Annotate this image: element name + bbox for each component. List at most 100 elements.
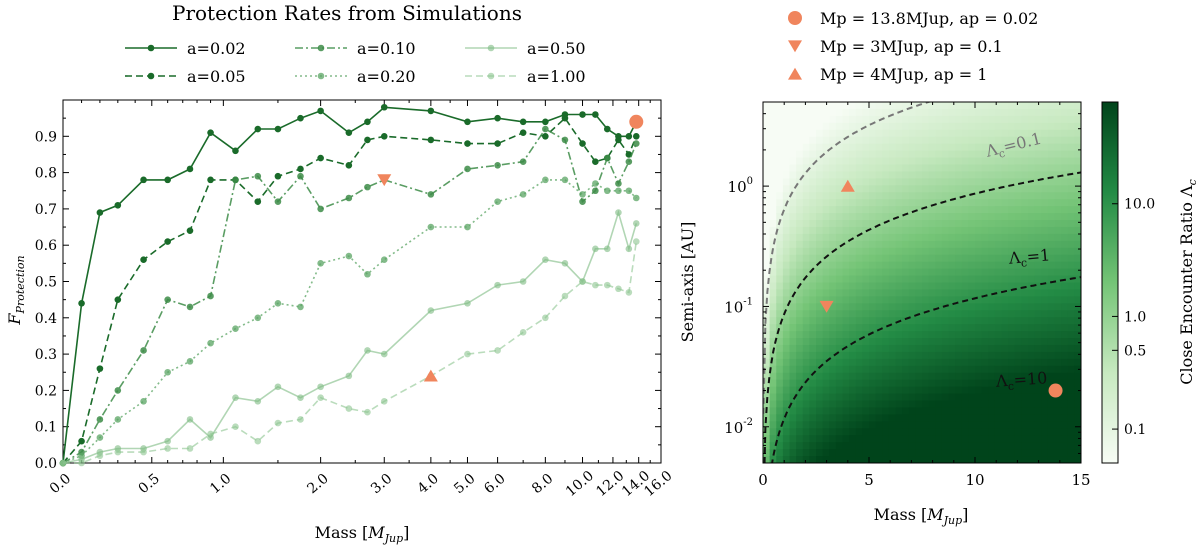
heatmap-cell xyxy=(961,213,969,221)
heatmap-cell xyxy=(948,164,956,173)
heatmap-cell xyxy=(902,122,910,131)
heatmap-cell xyxy=(1034,220,1042,228)
heatmap-cell xyxy=(822,220,830,228)
heatmap-cell xyxy=(842,344,850,353)
heatmap-cell xyxy=(908,143,916,152)
heatmap-cell xyxy=(1014,365,1022,374)
heatmap-cell xyxy=(994,372,1003,381)
series-point-a=0.10 xyxy=(345,194,353,202)
heatmap-cell xyxy=(935,407,943,415)
heatmap-cell xyxy=(763,178,771,186)
heatmap-cell xyxy=(822,358,830,367)
heatmap-cell xyxy=(968,206,976,214)
heatmap-cell xyxy=(1021,442,1029,450)
heatmap-cell xyxy=(1047,324,1056,332)
heatmap-cell xyxy=(935,178,943,186)
heatmap-cell xyxy=(922,157,930,166)
heatmap-cell xyxy=(981,143,989,152)
heatmap-cell xyxy=(849,282,857,291)
heatmap-cell xyxy=(1061,407,1069,415)
heatmap-cell xyxy=(935,143,943,152)
legend-marker-a=0.02 xyxy=(147,44,155,52)
heatmap-cell xyxy=(855,428,863,436)
heatmap-cell xyxy=(1014,213,1022,221)
heatmap-cell xyxy=(935,365,943,374)
heatmap-cell xyxy=(862,240,870,249)
heatmap-cell xyxy=(948,226,956,235)
heatmap-cell xyxy=(888,407,897,415)
heatmap-cell xyxy=(1001,442,1009,450)
heatmap-cell xyxy=(994,317,1003,325)
heatmap-cell xyxy=(915,428,923,436)
heatmap-cell xyxy=(829,233,837,242)
heatmap-cell xyxy=(789,122,797,131)
heatmap-cell xyxy=(855,108,863,117)
heatmap-cell xyxy=(1047,407,1056,415)
left-x-tick-label: 8.0 xyxy=(529,471,556,498)
heatmap-cell xyxy=(908,296,916,304)
heatmap-cell xyxy=(835,442,844,450)
heatmap-cell xyxy=(1028,102,1036,110)
heatmap-cell xyxy=(802,275,810,284)
heatmap-cell xyxy=(968,310,976,318)
heatmap-cell xyxy=(763,358,771,367)
heatmap-cell xyxy=(1034,351,1042,360)
contour-label-value: =1 xyxy=(1026,245,1051,266)
heatmap-cell xyxy=(802,164,810,173)
heatmap-cell xyxy=(975,324,983,332)
heatmap-cell xyxy=(769,220,777,228)
heatmap-cell xyxy=(895,456,903,463)
heatmap-cell xyxy=(908,421,916,429)
heatmap-cell xyxy=(842,206,850,214)
heatmap-cell xyxy=(1034,268,1042,277)
heatmap-cell xyxy=(1047,338,1056,346)
heatmap-cell xyxy=(816,206,824,214)
heatmap-cell xyxy=(902,275,910,284)
heatmap-cell xyxy=(888,456,897,463)
heatmap-cell xyxy=(1001,102,1009,110)
heatmap-cell xyxy=(948,157,956,166)
heatmap-cell xyxy=(1074,247,1081,256)
heatmap-cell xyxy=(928,324,936,332)
heatmap-cell xyxy=(869,108,877,117)
left-plot-frame xyxy=(62,99,662,464)
heatmap-cell xyxy=(796,317,804,325)
heatmap-cell xyxy=(869,206,877,214)
heatmap-cell xyxy=(994,428,1003,436)
heatmap-cell xyxy=(776,338,784,346)
heatmap-cell xyxy=(961,122,969,131)
heatmap-cell xyxy=(789,365,797,374)
heatmap-cell xyxy=(782,115,791,124)
heatmap-cell xyxy=(809,247,817,256)
heatmap-cell xyxy=(869,456,877,463)
heatmap-cell xyxy=(1001,213,1009,221)
legend-marker-a=0.10 xyxy=(317,44,325,52)
heatmap-cell xyxy=(1041,157,1049,166)
heatmap-cell xyxy=(948,192,956,200)
heatmap-cell xyxy=(1014,122,1022,131)
heatmap-cell xyxy=(789,136,797,145)
heatmap-cell xyxy=(981,220,989,228)
heatmap-cell xyxy=(802,358,810,367)
heatmap-cell xyxy=(882,414,890,422)
heatmap-cell xyxy=(855,220,863,228)
heatmap-cell xyxy=(776,157,784,166)
heatmap-cell xyxy=(855,421,863,429)
heatmap-cell xyxy=(842,351,850,360)
heatmap-cell xyxy=(1067,247,1075,256)
series-point-a=0.05 xyxy=(317,154,324,162)
heatmap-cell xyxy=(895,254,903,263)
heatmap-cell xyxy=(855,310,863,318)
heatmap-cell xyxy=(776,143,784,152)
heatmap-cell xyxy=(1067,213,1075,221)
heatmap-cell xyxy=(1067,296,1075,304)
heatmap-cell xyxy=(855,379,863,388)
heatmap-cell xyxy=(816,435,824,443)
heatmap-cell xyxy=(1028,150,1036,159)
heatmap-cell xyxy=(915,136,923,145)
heatmap-cell xyxy=(941,289,950,297)
heatmap-cell xyxy=(1067,199,1075,207)
heatmap-cell xyxy=(994,122,1003,131)
heatmap-cell xyxy=(902,254,910,263)
